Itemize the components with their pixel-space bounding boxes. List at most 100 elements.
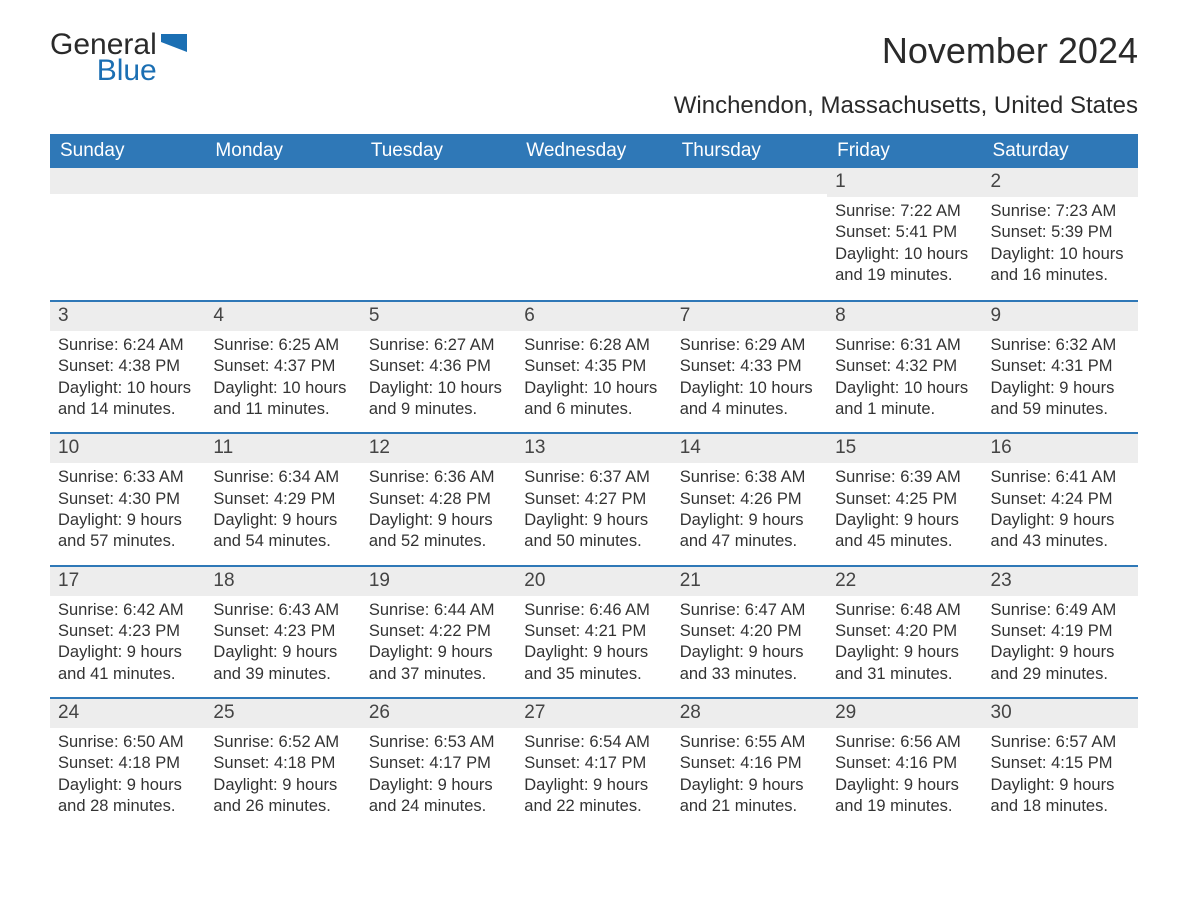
day-info: Sunrise: 6:27 AMSunset: 4:36 PMDaylight:… [361,331,516,433]
day-number: 18 [205,567,360,596]
calendar: Sunday Monday Tuesday Wednesday Thursday… [50,134,1138,830]
day-number: 27 [516,699,671,728]
day-cell: 8Sunrise: 6:31 AMSunset: 4:32 PMDaylight… [827,302,982,432]
sunset-text: Sunset: 4:18 PM [213,753,352,774]
day-cell: 30Sunrise: 6:57 AMSunset: 4:15 PMDayligh… [983,699,1138,829]
sunset-text: Sunset: 4:20 PM [835,621,974,642]
day-header: Thursday [672,134,827,168]
day-cell: 18Sunrise: 6:43 AMSunset: 4:23 PMDayligh… [205,567,360,697]
sunrise-text: Sunrise: 6:55 AM [680,732,819,753]
sunrise-text: Sunrise: 6:48 AM [835,600,974,621]
day-cell: 9Sunrise: 6:32 AMSunset: 4:31 PMDaylight… [983,302,1138,432]
day-cell: 15Sunrise: 6:39 AMSunset: 4:25 PMDayligh… [827,434,982,564]
day-cell: 20Sunrise: 6:46 AMSunset: 4:21 PMDayligh… [516,567,671,697]
daylight-text: Daylight: 9 hours and 54 minutes. [213,510,352,553]
day-info: Sunrise: 6:32 AMSunset: 4:31 PMDaylight:… [983,331,1138,433]
sunrise-text: Sunrise: 6:34 AM [213,467,352,488]
sunset-text: Sunset: 4:24 PM [991,489,1130,510]
day-number: 15 [827,434,982,463]
day-number: 28 [672,699,827,728]
day-cell: 22Sunrise: 6:48 AMSunset: 4:20 PMDayligh… [827,567,982,697]
sunrise-text: Sunrise: 6:52 AM [213,732,352,753]
day-number: 8 [827,302,982,331]
sunrise-text: Sunrise: 6:28 AM [524,335,663,356]
header: General Blue November 2024 [50,30,1138,86]
sunset-text: Sunset: 4:23 PM [213,621,352,642]
day-header: Wednesday [516,134,671,168]
day-number [205,168,360,194]
brand-text: General Blue [50,30,157,86]
day-cell: 5Sunrise: 6:27 AMSunset: 4:36 PMDaylight… [361,302,516,432]
sunset-text: Sunset: 4:28 PM [369,489,508,510]
daylight-text: Daylight: 9 hours and 50 minutes. [524,510,663,553]
day-info: Sunrise: 6:46 AMSunset: 4:21 PMDaylight:… [516,596,671,698]
sunset-text: Sunset: 4:18 PM [58,753,197,774]
sunset-text: Sunset: 4:26 PM [680,489,819,510]
daylight-text: Daylight: 9 hours and 29 minutes. [991,642,1130,685]
day-number: 11 [205,434,360,463]
day-cell: 11Sunrise: 6:34 AMSunset: 4:29 PMDayligh… [205,434,360,564]
daylight-text: Daylight: 9 hours and 52 minutes. [369,510,508,553]
day-number: 26 [361,699,516,728]
sunrise-text: Sunrise: 6:24 AM [58,335,197,356]
sunrise-text: Sunrise: 6:44 AM [369,600,508,621]
day-cell: 24Sunrise: 6:50 AMSunset: 4:18 PMDayligh… [50,699,205,829]
day-info: Sunrise: 6:57 AMSunset: 4:15 PMDaylight:… [983,728,1138,830]
day-cell [50,168,205,300]
brand-logo: General Blue [50,30,187,86]
day-cell: 2Sunrise: 7:23 AMSunset: 5:39 PMDaylight… [983,168,1138,300]
day-info: Sunrise: 6:29 AMSunset: 4:33 PMDaylight:… [672,331,827,433]
day-cell [516,168,671,300]
day-cell: 23Sunrise: 6:49 AMSunset: 4:19 PMDayligh… [983,567,1138,697]
daylight-text: Daylight: 9 hours and 33 minutes. [680,642,819,685]
day-cell: 27Sunrise: 6:54 AMSunset: 4:17 PMDayligh… [516,699,671,829]
day-cell: 3Sunrise: 6:24 AMSunset: 4:38 PMDaylight… [50,302,205,432]
day-number: 13 [516,434,671,463]
day-info: Sunrise: 7:22 AMSunset: 5:41 PMDaylight:… [827,197,982,299]
day-number [672,168,827,194]
day-info: Sunrise: 6:42 AMSunset: 4:23 PMDaylight:… [50,596,205,698]
day-number: 7 [672,302,827,331]
day-info: Sunrise: 6:34 AMSunset: 4:29 PMDaylight:… [205,463,360,565]
sunset-text: Sunset: 4:27 PM [524,489,663,510]
logo-flag-icon [161,34,187,60]
day-number: 24 [50,699,205,728]
daylight-text: Daylight: 9 hours and 59 minutes. [991,378,1130,421]
day-header: Monday [205,134,360,168]
sunset-text: Sunset: 4:16 PM [835,753,974,774]
daylight-text: Daylight: 10 hours and 16 minutes. [991,244,1130,287]
sunset-text: Sunset: 4:19 PM [991,621,1130,642]
daylight-text: Daylight: 10 hours and 4 minutes. [680,378,819,421]
daylight-text: Daylight: 9 hours and 28 minutes. [58,775,197,818]
day-info: Sunrise: 6:55 AMSunset: 4:16 PMDaylight:… [672,728,827,830]
sunset-text: Sunset: 4:32 PM [835,356,974,377]
day-info: Sunrise: 6:48 AMSunset: 4:20 PMDaylight:… [827,596,982,698]
day-cell: 6Sunrise: 6:28 AMSunset: 4:35 PMDaylight… [516,302,671,432]
sunset-text: Sunset: 4:25 PM [835,489,974,510]
daylight-text: Daylight: 9 hours and 22 minutes. [524,775,663,818]
sunrise-text: Sunrise: 6:49 AM [991,600,1130,621]
sunrise-text: Sunrise: 6:32 AM [991,335,1130,356]
sunset-text: Sunset: 4:35 PM [524,356,663,377]
weeks-container: 1Sunrise: 7:22 AMSunset: 5:41 PMDaylight… [50,168,1138,830]
sunrise-text: Sunrise: 6:54 AM [524,732,663,753]
sunrise-text: Sunrise: 6:46 AM [524,600,663,621]
day-header: Saturday [983,134,1138,168]
sunrise-text: Sunrise: 6:33 AM [58,467,197,488]
daylight-text: Daylight: 10 hours and 1 minute. [835,378,974,421]
sunset-text: Sunset: 4:22 PM [369,621,508,642]
day-info: Sunrise: 6:54 AMSunset: 4:17 PMDaylight:… [516,728,671,830]
daylight-text: Daylight: 10 hours and 19 minutes. [835,244,974,287]
day-info: Sunrise: 6:52 AMSunset: 4:18 PMDaylight:… [205,728,360,830]
day-info: Sunrise: 6:50 AMSunset: 4:18 PMDaylight:… [50,728,205,830]
sunrise-text: Sunrise: 6:53 AM [369,732,508,753]
day-number: 4 [205,302,360,331]
sunset-text: Sunset: 4:29 PM [213,489,352,510]
sunset-text: Sunset: 4:23 PM [58,621,197,642]
sunset-text: Sunset: 4:37 PM [213,356,352,377]
location-label: Winchendon, Massachusetts, United States [50,92,1138,120]
daylight-text: Daylight: 10 hours and 6 minutes. [524,378,663,421]
day-info: Sunrise: 6:28 AMSunset: 4:35 PMDaylight:… [516,331,671,433]
sunset-text: Sunset: 4:21 PM [524,621,663,642]
sunset-text: Sunset: 4:15 PM [991,753,1130,774]
